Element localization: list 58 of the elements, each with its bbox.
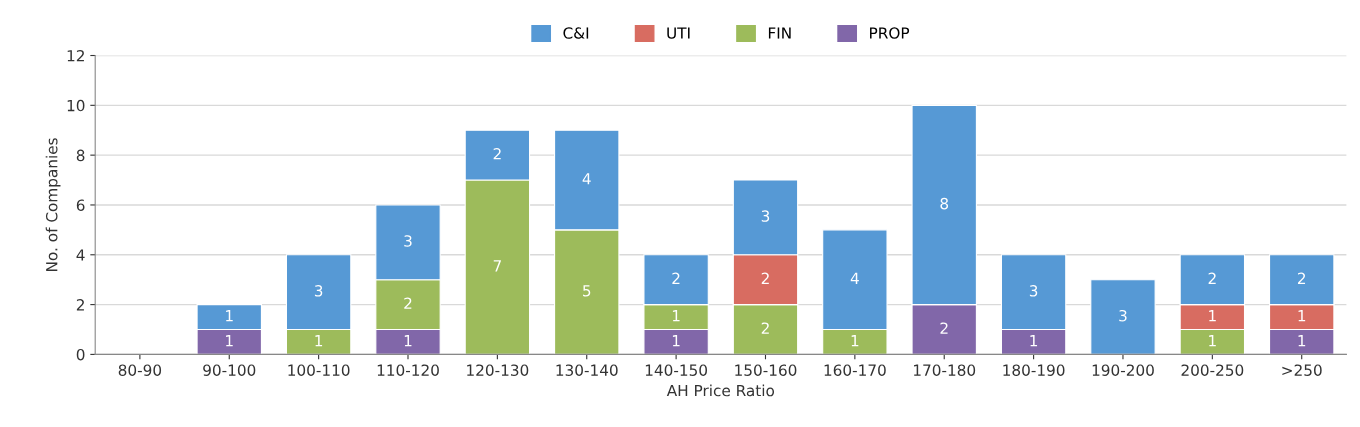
data-label: 2	[1208, 272, 1216, 284]
x-tick-label: 170-180	[913, 364, 976, 376]
data-label: 1	[1209, 335, 1216, 347]
x-tick-label: 130-140	[556, 364, 618, 376]
y-tick-label: 6	[76, 199, 85, 211]
x-tick-label: 80-90	[118, 364, 162, 376]
legend-label: FIN	[768, 27, 791, 39]
x-tick-label: 140-150	[645, 364, 708, 376]
data-label: 7	[493, 260, 501, 272]
y-tick-label: 10	[67, 99, 85, 112]
data-label: 3	[314, 285, 323, 297]
data-label: 1	[226, 335, 233, 347]
data-label: 1	[672, 310, 680, 322]
data-label: 1	[315, 335, 323, 347]
x-tick-label: 180-190	[1003, 364, 1065, 376]
data-label: 4	[582, 173, 591, 185]
x-axis-title: AH Price Ratio	[666, 384, 775, 397]
data-label: 2	[940, 322, 948, 334]
x-tick-label: 190-200	[1092, 364, 1154, 376]
x-tick-label: 160-170	[824, 364, 886, 376]
data-label: 2	[761, 272, 769, 284]
data-label: 2	[493, 148, 501, 160]
data-label: 1	[1298, 310, 1306, 322]
data-label: 1	[672, 335, 680, 347]
legend-label: UTI	[667, 27, 690, 39]
data-label: 3	[404, 235, 412, 247]
legend-label: PROP	[870, 27, 910, 39]
data-label: 3	[761, 210, 770, 222]
data-label: 3	[1119, 309, 1127, 322]
y-tick-label: 8	[76, 149, 85, 162]
y-tick-label: 2	[76, 299, 84, 311]
y-axis-title: No. of Companies	[45, 138, 61, 271]
x-tick-label: 110-120	[377, 364, 439, 376]
data-label: 4	[850, 272, 859, 284]
x-tick-label: 100-110	[288, 364, 350, 376]
data-label: 8	[940, 197, 949, 210]
y-tick-label: 0	[76, 348, 85, 361]
data-label: 1	[851, 335, 859, 347]
data-label: 1	[1298, 335, 1306, 347]
data-label: 1	[226, 310, 233, 322]
legend-label: C&I	[563, 27, 589, 39]
data-label: 2	[672, 272, 680, 284]
x-tick-label: 90-100	[203, 364, 256, 376]
data-label: 2	[404, 297, 412, 309]
data-label: 2	[1297, 272, 1306, 284]
y-tick-label: 12	[67, 49, 84, 62]
data-label: 5	[583, 285, 591, 297]
bar	[1090, 279, 1156, 355]
x-tick-label: 200-250	[1181, 364, 1244, 376]
x-tick-label: 150-160	[735, 364, 797, 376]
data-label: 2	[761, 322, 769, 334]
data-label: 3	[1029, 285, 1038, 297]
data-label: 1	[404, 335, 412, 347]
y-tick-label: 4	[76, 249, 85, 261]
x-tick-label: >250	[1282, 364, 1322, 376]
data-label: 1	[1209, 310, 1216, 322]
x-tick-label: 120-130	[467, 364, 529, 376]
data-label: 1	[1030, 335, 1038, 347]
